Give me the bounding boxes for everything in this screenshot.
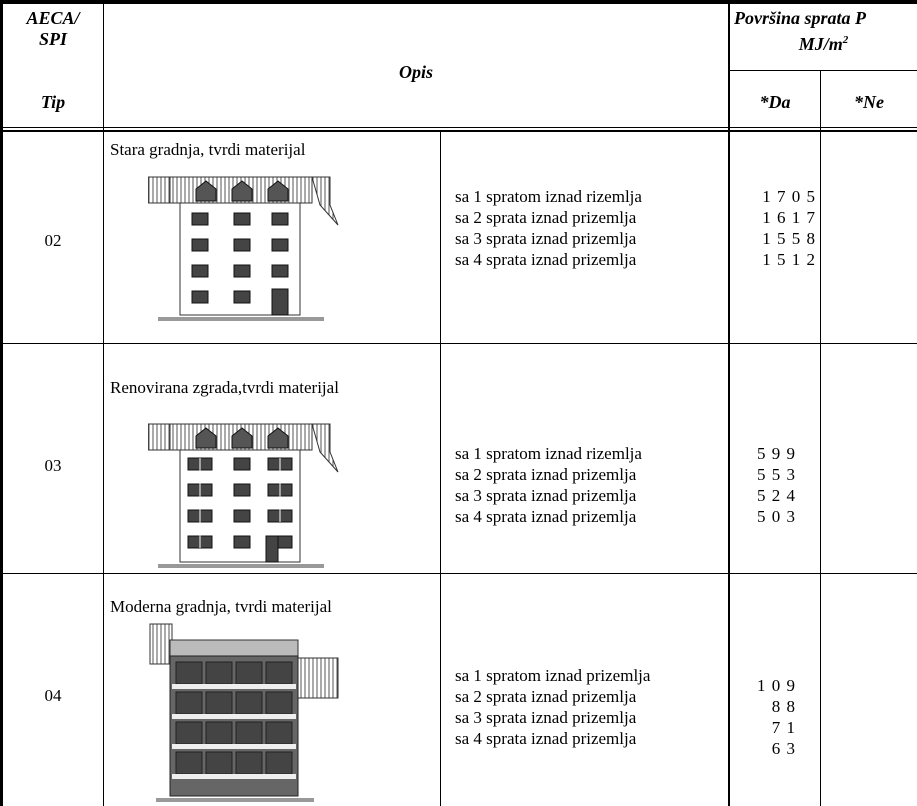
header-label: *Da [759,92,791,112]
value: 5 9 9 [757,444,796,463]
header-label: Površina sprata P [734,8,867,28]
desc-line: sa 4 sprata iznad prizemlja [455,507,637,526]
unit-sup: 2 [842,34,849,46]
row-title: Moderna gradnja, tvrdi materijal [110,597,332,616]
header-label: SPI [38,29,67,49]
value: 1 6 1 7 [762,208,816,227]
value: 6 3 [771,739,796,758]
desc-line: sa 4 sprata iznad prizemlja [455,250,637,269]
row-desc: sa 1 spratom iznad rizemlja sa 2 sprata i… [455,443,642,527]
value: 1 7 0 5 [762,187,816,206]
desc-line: sa 2 sprata iznad prizemlja [455,465,637,484]
value: 1 0 9 [757,676,796,695]
border [0,0,917,4]
row-values: 1 0 9 8 8 7 1 6 3 [738,675,796,759]
building-modern [149,623,339,802]
value: 8 8 [771,697,796,716]
value: 5 5 3 [757,465,796,484]
border [0,127,917,128]
header-label: Tip [40,92,66,112]
row-tip: 03 [44,456,62,475]
value: 1 5 5 8 [762,229,816,248]
value: 7 1 [771,718,796,737]
border [0,0,3,806]
row-tip: 02 [44,231,62,250]
desc-line: sa 1 spratom iznad rizemlja [455,444,642,463]
row-values: 1 7 0 5 1 6 1 7 1 5 5 8 1 5 1 2 [738,186,816,270]
row-desc: sa 1 spratom iznad rizemlja sa 2 sprata i… [455,186,642,270]
border [728,0,730,806]
border [820,70,821,806]
value: 5 2 4 [757,486,796,505]
value: 5 0 3 [757,507,796,526]
desc-line: sa 3 sprata iznad prizemlja [455,486,637,505]
header-label: AECA/ [26,8,80,28]
desc-line: sa 1 spratom iznad prizemlja [455,666,651,685]
desc-line: sa 1 spratom iznad rizemlja [455,187,642,206]
desc-line: sa 2 sprata iznad prizemlja [455,208,637,227]
value: 1 5 1 2 [762,250,816,269]
desc-line: sa 4 sprata iznad prizemlja [455,729,637,748]
building-old [148,175,340,321]
desc-line: sa 2 sprata iznad prizemlja [455,687,637,706]
border [728,70,917,71]
row-tip: 04 [44,686,62,705]
header-label: *Ne [854,92,884,112]
border [0,573,917,574]
unit: MJ/m [798,34,843,54]
row-values: 5 9 9 5 5 3 5 2 4 5 0 3 [738,443,796,527]
border [0,130,917,132]
header-unit: MJ/m2 [730,30,917,55]
row-title: Stara gradnja, tvrdi materijal [110,140,306,159]
border [0,343,917,344]
row-title: Renovirana zgrada,tvrdi materijal [110,378,339,397]
border [103,0,104,806]
row-desc: sa 1 spratom iznad prizemlja sa 2 sprata … [455,665,650,749]
desc-line: sa 3 sprata iznad prizemlja [455,708,637,727]
border [440,131,441,806]
building-renovated [148,422,340,568]
header-label: Opis [398,62,433,82]
desc-line: sa 3 sprata iznad prizemlja [455,229,637,248]
